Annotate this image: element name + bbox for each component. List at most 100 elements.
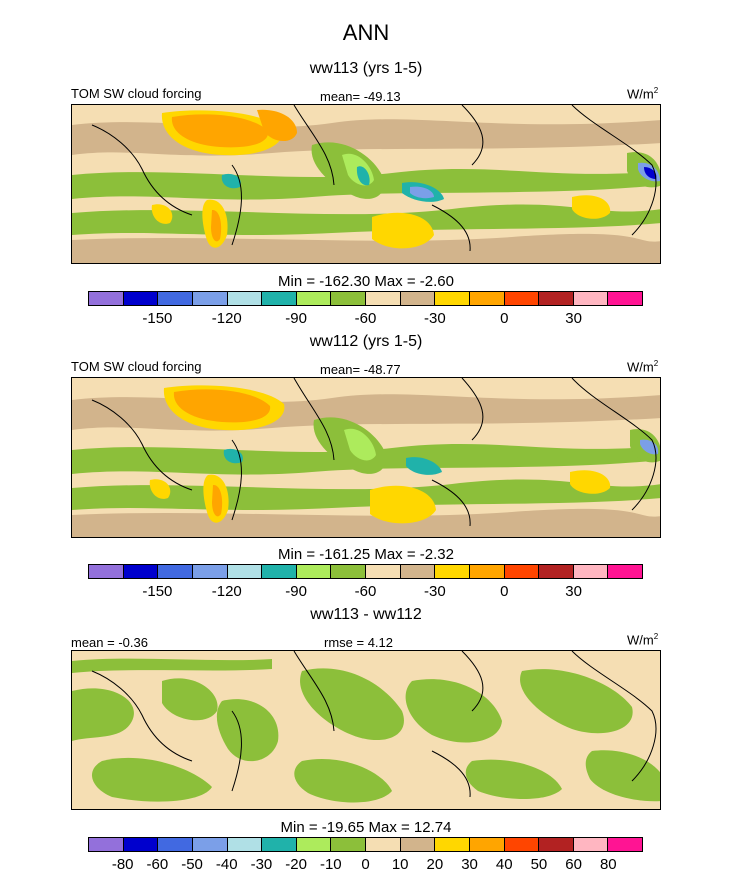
colorbar-tick-label: -60	[146, 856, 169, 873]
colorbar-tick-label: 20	[426, 856, 444, 873]
panel-3-units: W/m2	[627, 632, 659, 648]
colorbar-swatch	[400, 292, 436, 305]
colorbar-swatch	[89, 838, 124, 851]
panel-2-colorbar-ticks: -150 -120 -90 -60 -30 0 30	[88, 583, 643, 601]
panel-2-colorbar	[88, 564, 643, 579]
colorbar-swatch	[400, 838, 436, 851]
colorbar-tick-label: 30	[461, 856, 478, 873]
panel-2-minmax: Min = -161.25 Max = -2.32	[278, 546, 454, 563]
panel-2-units: W/m2	[627, 359, 659, 375]
colorbar-tick-label: -10	[319, 856, 342, 873]
colorbar-swatch	[158, 292, 193, 305]
colorbar-swatch	[400, 565, 436, 578]
colorbar-swatch	[296, 838, 332, 851]
colorbar-swatch	[192, 565, 228, 578]
panel-1-variable-label: TOM SW cloud forcing	[71, 86, 202, 101]
colorbar-swatch	[227, 565, 263, 578]
panel-3-field	[72, 651, 660, 809]
colorbar-swatch	[331, 565, 366, 578]
panel-3-map	[71, 650, 661, 810]
panel-1-units: W/m2	[627, 86, 659, 102]
colorbar-swatch	[262, 838, 297, 851]
colorbar-tick-label: 0	[500, 310, 509, 327]
colorbar-swatch	[573, 565, 609, 578]
colorbar-swatch	[227, 838, 263, 851]
panel-1-colorbar	[88, 291, 643, 306]
colorbar-swatch	[123, 838, 159, 851]
panel-2-mean-label: mean= -48.77	[320, 362, 401, 377]
panel-1-subtitle: ww113 (yrs 1-5)	[309, 60, 423, 77]
colorbar-swatch	[573, 838, 609, 851]
colorbar-swatch	[158, 838, 193, 851]
panel-3-colorbar-ticks: -80 -60 -50 -40 -30 -20 -10 0 10 20 30 40 50 60 80	[88, 856, 643, 874]
colorbar-swatch	[296, 292, 332, 305]
colorbar-swatch	[539, 565, 574, 578]
colorbar-swatch	[366, 838, 401, 851]
colorbar-tick-label: 80	[599, 856, 617, 873]
colorbar-swatch	[227, 292, 263, 305]
colorbar-tick-label: -50	[181, 856, 203, 873]
panel-1-mean-label: mean= -49.13	[320, 89, 401, 104]
colorbar-tick-label: -90	[285, 310, 307, 327]
colorbar-swatch	[192, 838, 228, 851]
colorbar-swatch	[89, 565, 124, 578]
colorbar-swatch	[608, 292, 642, 305]
colorbar-tick-label: 30	[565, 310, 582, 327]
colorbar-tick-label: -90	[285, 583, 307, 600]
colorbar-swatch	[539, 292, 574, 305]
colorbar-tick-label: 10	[391, 856, 409, 873]
colorbar-tick-label: 50	[530, 856, 548, 873]
colorbar-swatch	[504, 565, 540, 578]
colorbar-swatch	[366, 565, 401, 578]
panel-3-minmax: Min = -19.65 Max = 12.74	[280, 819, 452, 836]
colorbar-swatch	[469, 292, 505, 305]
colorbar-tick-label: -30	[250, 856, 273, 873]
colorbar-swatch	[331, 292, 366, 305]
colorbar-tick-label: -120	[211, 310, 242, 327]
panel-2-map	[71, 377, 661, 538]
colorbar-swatch	[331, 838, 366, 851]
colorbar-swatch	[123, 292, 159, 305]
colorbar-tick-label: 60	[565, 856, 582, 873]
panel-3-subtitle: ww113 - ww112	[310, 606, 422, 623]
panel-3-mean-label: mean = -0.36	[71, 635, 148, 650]
panel-3-rmse-label: rmse = 4.12	[324, 635, 394, 650]
colorbar-tick-label: -30	[424, 583, 446, 600]
colorbar-swatch	[89, 292, 124, 305]
colorbar-tick-label: 0	[500, 583, 509, 600]
panel-1-map	[71, 104, 661, 264]
colorbar-swatch	[608, 565, 642, 578]
colorbar-tick-label: -80	[111, 856, 134, 873]
colorbar-swatch	[469, 838, 505, 851]
colorbar-swatch	[192, 292, 228, 305]
colorbar-swatch	[435, 292, 470, 305]
panel-2-variable-label: TOM SW cloud forcing	[71, 359, 202, 374]
colorbar-swatch	[435, 565, 470, 578]
colorbar-swatch	[296, 565, 332, 578]
colorbar-tick-label: -40	[215, 856, 238, 873]
colorbar-tick-label: -120	[211, 583, 242, 600]
colorbar-swatch	[573, 292, 609, 305]
colorbar-swatch	[158, 565, 193, 578]
figure-title: ANN	[342, 20, 390, 45]
panel-1-field	[72, 105, 660, 263]
panel-1-colorbar-ticks: -150 -120 -90 -60 -30 0 30	[88, 310, 643, 328]
colorbar-tick-label: 40	[495, 856, 513, 873]
colorbar-tick-label: -30	[424, 310, 446, 327]
colorbar-swatch	[469, 565, 505, 578]
colorbar-swatch	[435, 838, 470, 851]
colorbar-swatch	[123, 565, 159, 578]
colorbar-tick-label: -150	[142, 583, 173, 600]
colorbar-swatch	[608, 838, 642, 851]
colorbar-swatch	[262, 292, 297, 305]
colorbar-swatch	[504, 292, 540, 305]
colorbar-tick-label: 0	[361, 856, 370, 873]
colorbar-tick-label: 30	[565, 583, 582, 600]
colorbar-tick-label: -150	[142, 310, 173, 327]
panel-2-subtitle: ww112 (yrs 1-5)	[309, 333, 423, 350]
colorbar-tick-label: -60	[354, 310, 377, 327]
colorbar-swatch	[366, 292, 401, 305]
panel-3-colorbar	[88, 837, 643, 852]
colorbar-tick-label: -20	[285, 856, 307, 873]
panel-1-minmax: Min = -162.30 Max = -2.60	[278, 273, 454, 290]
